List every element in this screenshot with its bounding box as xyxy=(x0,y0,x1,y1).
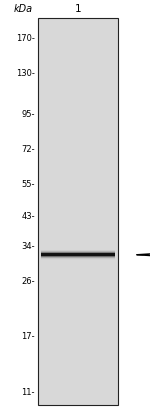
Text: 34-: 34- xyxy=(21,242,35,251)
Text: 11-: 11- xyxy=(21,388,35,397)
Text: 1: 1 xyxy=(75,4,81,14)
Text: 72-: 72- xyxy=(21,146,35,154)
Text: 95-: 95- xyxy=(21,110,35,119)
Bar xyxy=(38,18,118,405)
Text: 170-: 170- xyxy=(16,35,35,43)
Text: 17-: 17- xyxy=(21,332,35,341)
Text: 55-: 55- xyxy=(21,180,35,189)
Text: kDa: kDa xyxy=(14,4,33,14)
Bar xyxy=(41,253,115,256)
Text: 43-: 43- xyxy=(21,212,35,221)
Text: 26-: 26- xyxy=(21,277,35,286)
Text: 130-: 130- xyxy=(16,69,35,78)
